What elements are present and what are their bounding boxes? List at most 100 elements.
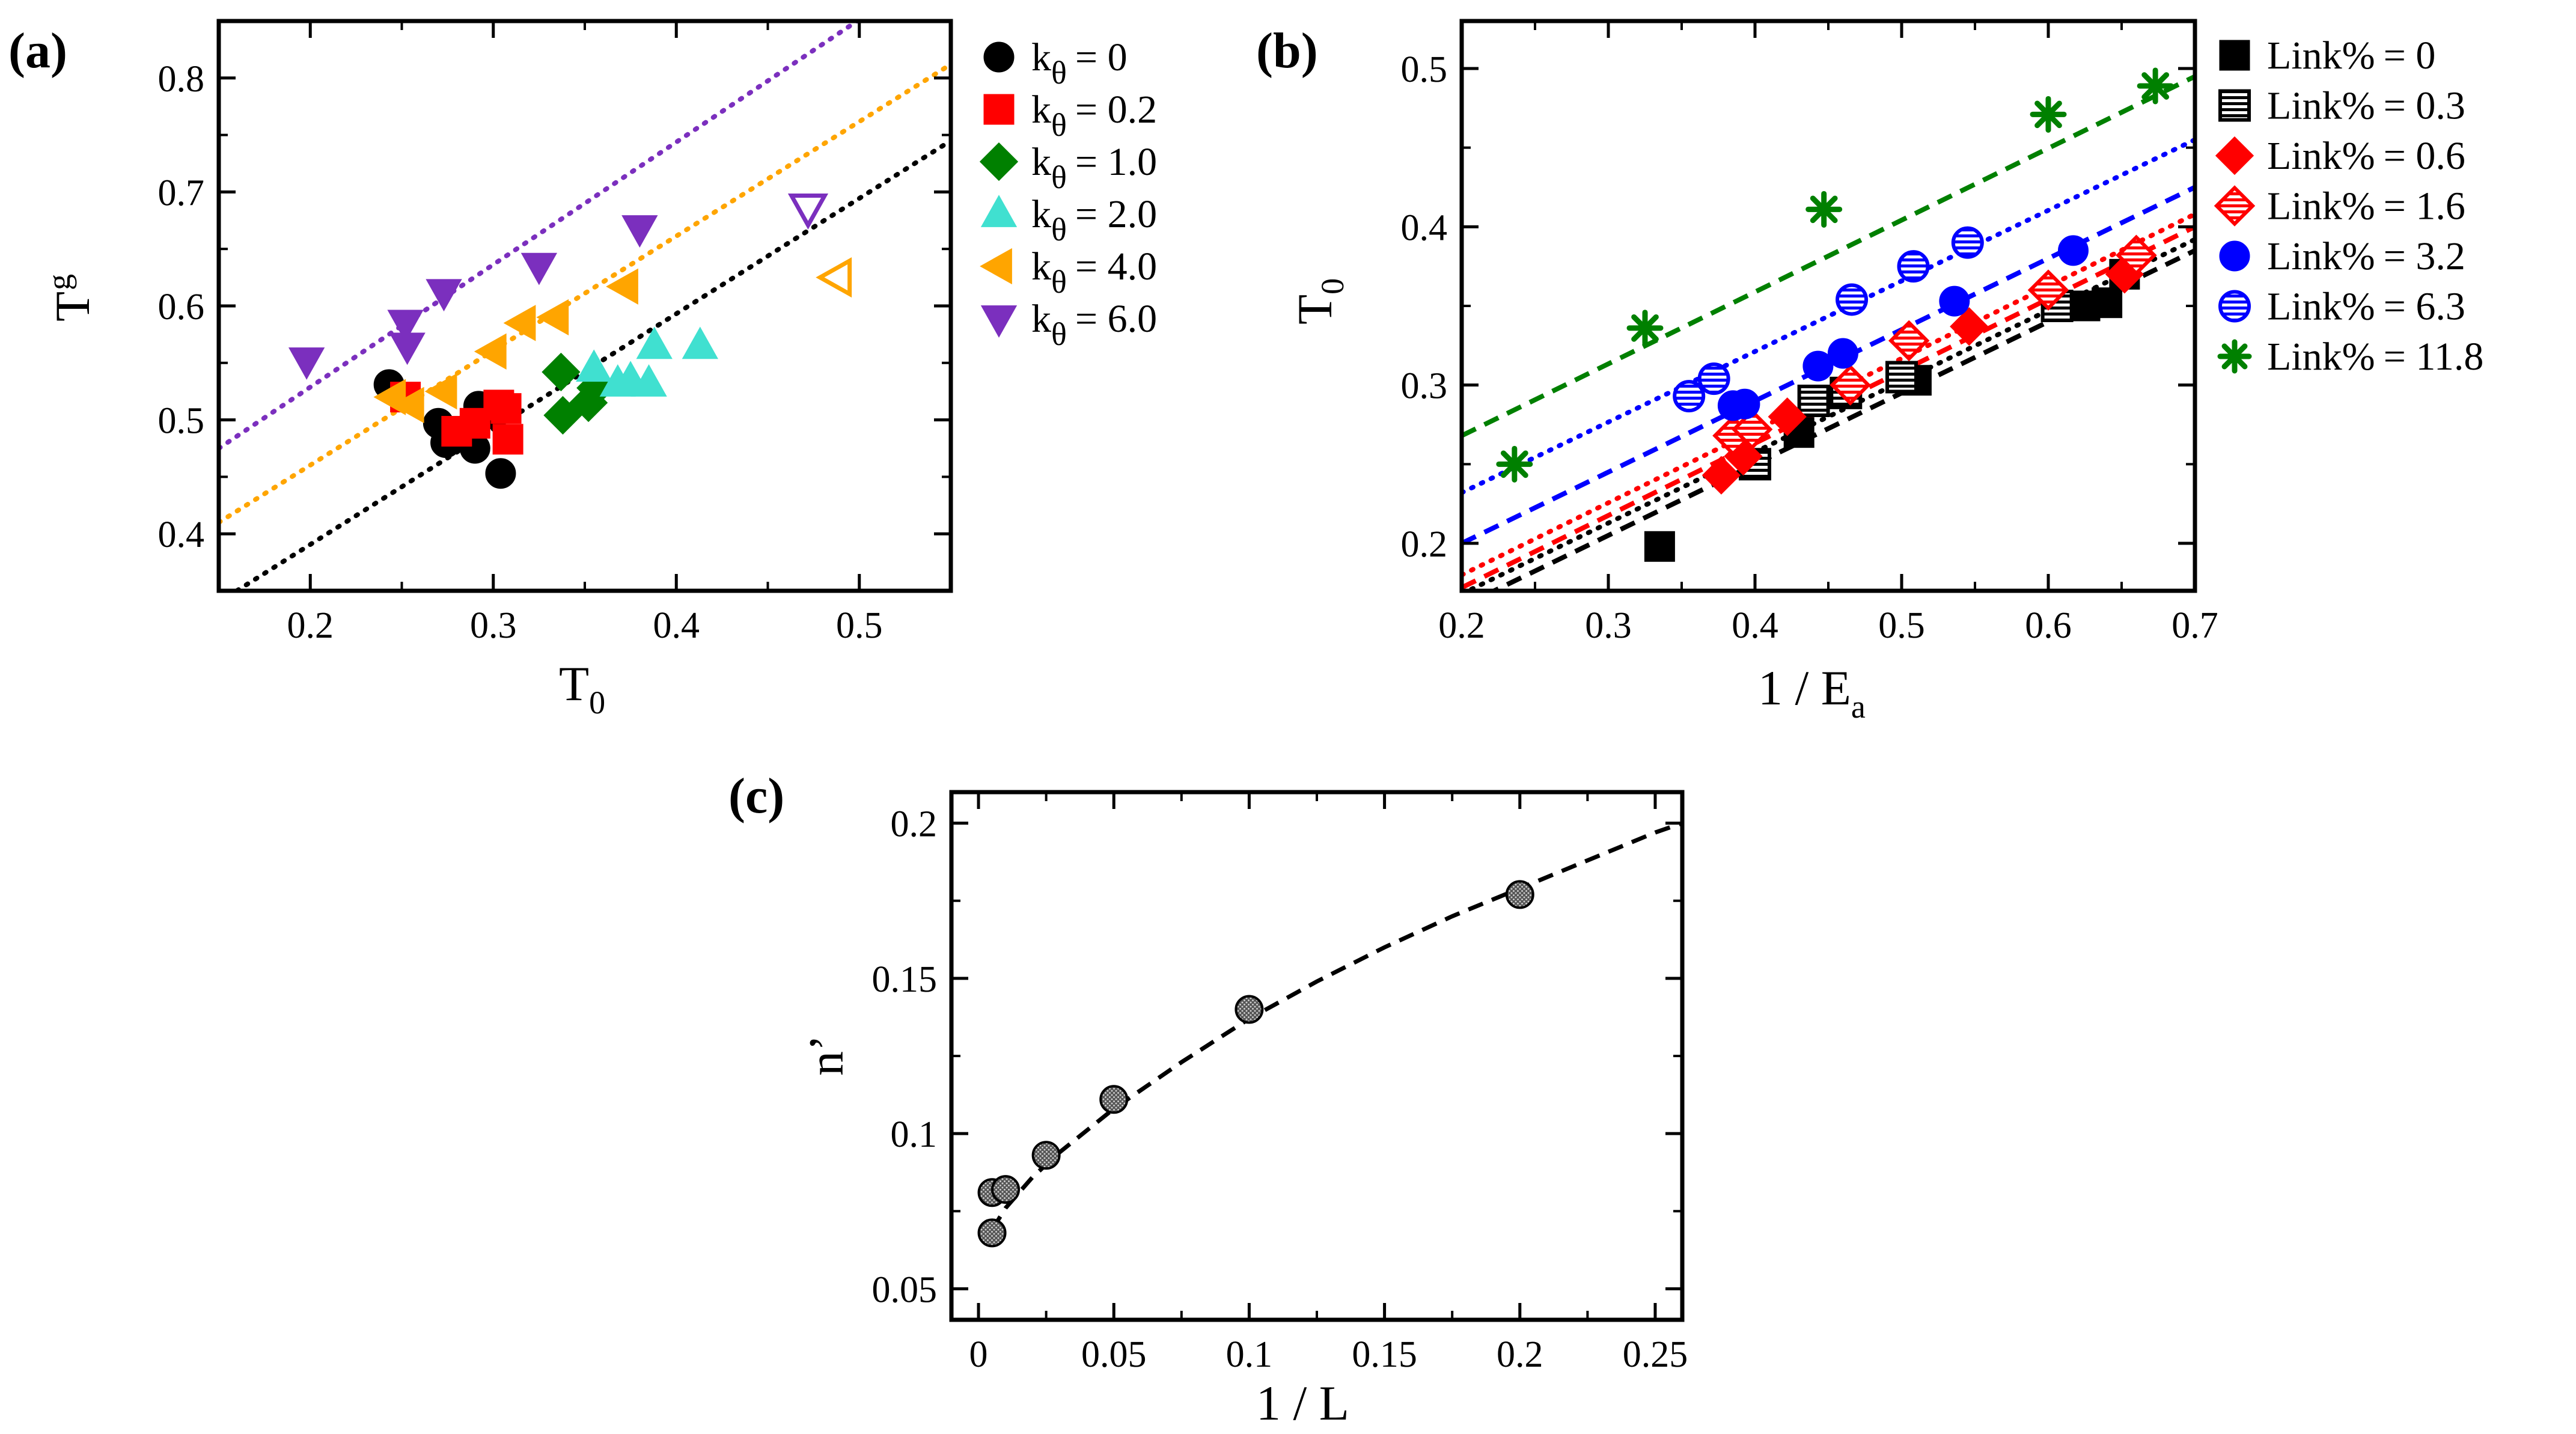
legend-label: Link% = 0.6 — [2267, 134, 2465, 178]
plot-frame — [216, 19, 953, 593]
data-point — [1897, 250, 1930, 283]
panel-b: (b) 0.2 0.3 0.4 0.5 0.6 0.7 0.2 0.3 0.4 0.5 1 / E… — [1256, 19, 2483, 725]
panel-b-axes: 0.2 0.3 0.4 0.5 0.6 0.7 0.2 0.3 0.4 0.5 — [1401, 19, 2218, 646]
data-point — [424, 373, 457, 410]
data-point — [2057, 235, 2089, 266]
legend-label: kθ = 0.2 — [1031, 88, 1157, 143]
data-point — [389, 332, 426, 365]
legend-label: Link% = 1.6 — [2267, 185, 2465, 228]
legend-marker — [983, 94, 1015, 125]
data-point — [621, 215, 658, 248]
legend-marker — [2219, 240, 2250, 272]
x-tick-label: 0.1 — [1226, 1334, 1273, 1375]
data-point — [543, 395, 582, 435]
legend-marker — [2217, 339, 2252, 374]
data-point — [536, 299, 569, 336]
data-point — [682, 326, 718, 359]
legend-marker — [2214, 185, 2256, 227]
data-point — [606, 268, 638, 305]
legend-label: kθ = 1.0 — [1031, 140, 1157, 195]
svg-text:T0: T0 — [1287, 278, 1351, 325]
data-point — [1768, 397, 1807, 436]
fit-curve — [990, 821, 1682, 1231]
panel-a-plot-area — [219, 21, 951, 591]
data-point — [1950, 307, 1989, 346]
panel-b-label: (b) — [1256, 23, 1318, 79]
x-tick-label: 0.4 — [1732, 605, 1778, 646]
data-point — [1099, 1085, 1129, 1114]
data-point — [542, 352, 581, 392]
panel-c-plot-area — [977, 821, 1682, 1248]
data-point — [1827, 338, 1858, 369]
data-point — [1731, 409, 1773, 450]
data-point — [1235, 995, 1264, 1024]
y-tick-label: 0.5 — [1401, 49, 1448, 90]
data-point — [490, 393, 522, 424]
panel-a-axes: 0.2 0.3 0.4 0.5 0.4 0.5 0.6 0.7 0.8 — [158, 19, 953, 646]
legend-marker — [980, 248, 1012, 285]
panel-b-xlabel: 1 / Ea — [1758, 661, 1866, 725]
x-tick-label: 0.5 — [836, 605, 883, 646]
y-tick-label: 0.2 — [891, 804, 938, 845]
fit-line — [1462, 212, 2195, 578]
data-point — [492, 424, 523, 455]
legend-label: kθ = 0 — [1031, 35, 1128, 91]
x-tick-label: 0.5 — [1878, 605, 1925, 646]
data-point — [787, 194, 829, 230]
data-point — [288, 347, 325, 380]
legend-marker — [2218, 89, 2251, 122]
x-tick-label: 0.2 — [1497, 1334, 1543, 1375]
data-point — [1951, 226, 1984, 259]
panel-a-legend: kθ = 0kθ = 0.2kθ = 1.0kθ = 2.0kθ = 4.0kθ = 6.0 — [979, 35, 1157, 352]
y-tick-label: 0.4 — [1401, 207, 1448, 248]
legend-label: Link% = 6.3 — [2267, 285, 2465, 329]
legend-label: Link% = 0.3 — [2267, 84, 2465, 128]
data-point — [1729, 388, 1760, 420]
data-point — [1885, 361, 1918, 394]
data-point — [503, 305, 536, 341]
data-point — [636, 326, 673, 359]
data-point — [576, 349, 612, 382]
data-point — [991, 1175, 1021, 1204]
data-point — [816, 257, 852, 298]
data-point — [485, 458, 516, 489]
data-point — [426, 279, 462, 312]
data-point — [1626, 310, 1664, 347]
data-point — [1805, 191, 1843, 228]
data-point — [1830, 364, 1871, 406]
data-point — [387, 310, 424, 343]
data-point — [1802, 350, 1834, 382]
legend-marker — [2215, 136, 2254, 175]
data-point — [1797, 385, 1830, 417]
data-point — [1702, 456, 1741, 495]
x-tick-label: 0.25 — [1623, 1334, 1688, 1375]
data-point — [2092, 287, 2123, 319]
panel-a-xlabel: T0 — [559, 656, 605, 721]
panel-c-ylabel: n’ — [799, 1035, 853, 1076]
panel-c-label: (c) — [728, 768, 784, 824]
panel-b-legend: Link% = 0 Link% = 0.3 Link% = 0.6 Link% = 1.6 Li… — [2214, 34, 2483, 379]
data-point — [1505, 880, 1534, 909]
data-point — [520, 252, 558, 285]
fit-line — [219, 62, 951, 525]
panel-c: (c) 0 0.05 0.1 0.15 0.2 0.25 0.05 0.1 0.15 0.2 1 … — [728, 768, 1688, 1430]
legend-marker — [980, 195, 1018, 227]
x-tick-label: 0.2 — [1438, 605, 1485, 646]
panel-c-xlabel: 1 / L — [1256, 1376, 1349, 1430]
y-tick-label: 0.4 — [158, 514, 205, 555]
y-tick-label: 0.7 — [158, 172, 205, 213]
y-tick-label: 0.5 — [158, 401, 205, 442]
data-point — [1697, 362, 1730, 395]
data-point — [1673, 380, 1706, 413]
data-point — [1939, 285, 1970, 317]
data-point — [1031, 1141, 1061, 1170]
data-point — [1888, 320, 1930, 362]
legend-label: Link% = 0 — [2267, 34, 2435, 78]
data-point — [391, 386, 424, 424]
panel-c-axes: 0 0.05 0.1 0.15 0.2 0.25 0.05 0.1 0.15 0.2 — [872, 790, 1688, 1375]
svg-text:Tg: Tg — [41, 274, 100, 322]
x-tick-label: 0.2 — [287, 605, 334, 646]
x-tick-label: 0.4 — [653, 605, 700, 646]
fit-line — [1489, 248, 2195, 591]
